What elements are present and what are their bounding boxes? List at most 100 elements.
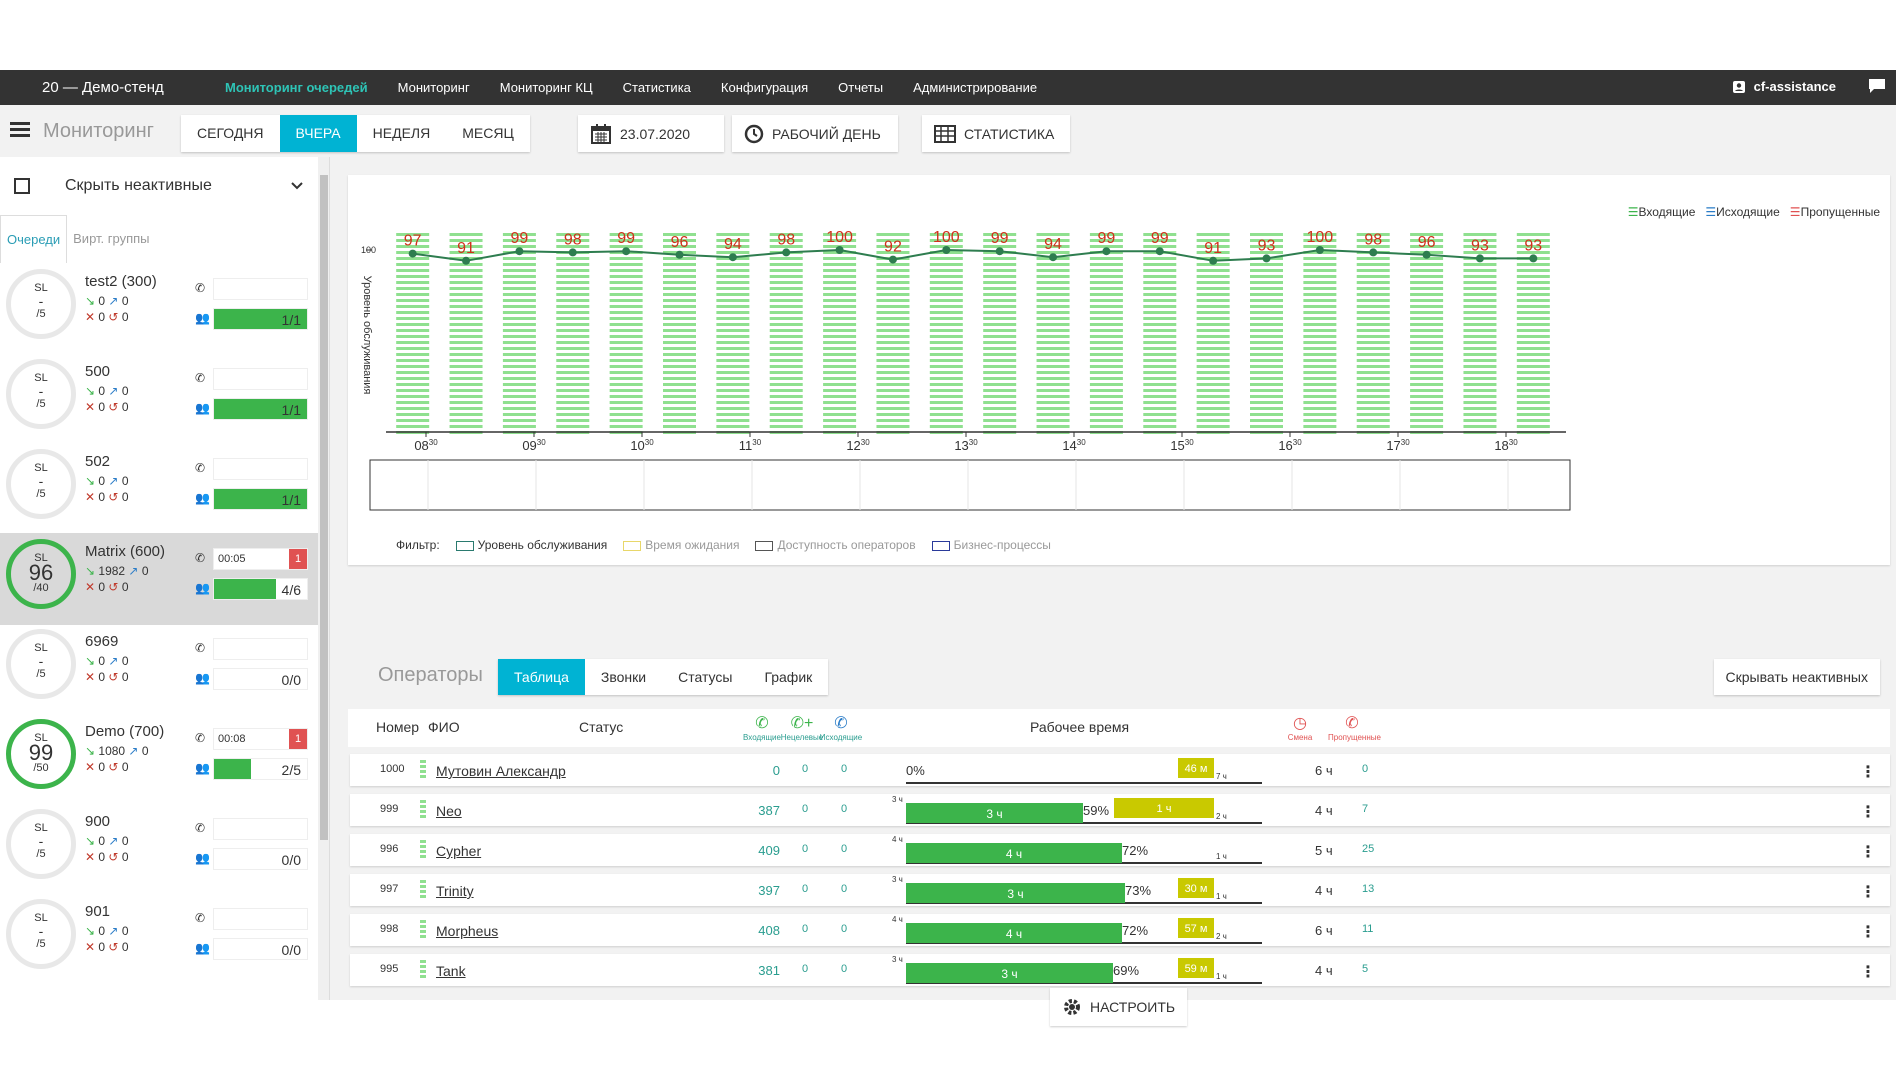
hide-inactive-checkbox[interactable] xyxy=(14,178,30,194)
table-row[interactable]: 999 Neo 387 0 0 3 ч 3 ч 59% 1 ч 2 ч 4 ч 7 ⋮ xyxy=(350,794,1890,826)
row-menu-icon[interactable]: ⋮ xyxy=(1860,844,1876,861)
operators-tab-1[interactable]: Звонки xyxy=(600,669,647,685)
period-tab-1[interactable]: ВЧЕРА xyxy=(279,115,357,152)
service-level-point[interactable] xyxy=(1315,246,1324,254)
chevron-down-icon[interactable] xyxy=(290,181,304,191)
sidebar-scrollbar[interactable] xyxy=(318,157,329,1000)
chart-bar[interactable] xyxy=(449,233,483,434)
operator-name[interactable]: Morpheus xyxy=(436,923,499,939)
service-level-point[interactable] xyxy=(1049,253,1058,262)
date-picker-button[interactable]: 23.07.2020 xyxy=(578,115,724,152)
col-worktime[interactable]: Рабочее время xyxy=(1030,719,1130,735)
chart-bar[interactable] xyxy=(1143,233,1177,434)
hide-inactive-operators-button[interactable]: Скрывать неактивных xyxy=(1713,659,1880,695)
period-tab-0[interactable]: СЕГОДНЯ xyxy=(197,125,264,141)
service-level-point[interactable] xyxy=(888,255,897,264)
menu-icon[interactable] xyxy=(10,122,30,138)
chart-bar[interactable] xyxy=(609,233,643,434)
row-menu-icon[interactable]: ⋮ xyxy=(1860,964,1876,981)
table-row[interactable]: 998 Morpheus 408 0 0 4 ч 4 ч 72% 57 м 2 ч 6 ч 11 ⋮ xyxy=(350,914,1890,946)
range-navigator[interactable] xyxy=(369,459,1571,511)
chart-bar[interactable] xyxy=(1516,233,1550,434)
row-menu-icon[interactable]: ⋮ xyxy=(1860,804,1876,821)
service-level-point[interactable] xyxy=(1155,247,1164,256)
chart-bar[interactable] xyxy=(823,233,857,434)
brand[interactable]: 20 — Демо-стенд xyxy=(42,79,164,96)
service-level-point[interactable] xyxy=(1209,256,1218,265)
operator-name[interactable]: Trinity xyxy=(436,883,474,899)
table-row[interactable]: 996 Cypher 409 0 0 4 ч 4 ч 72% 1 ч 5 ч 25 ⋮ xyxy=(350,834,1890,866)
nav-item-5[interactable]: Отчеты xyxy=(838,80,884,95)
nav-item-2[interactable]: Мониторинг КЦ xyxy=(499,80,593,95)
service-level-point[interactable] xyxy=(408,249,417,258)
chat-icon[interactable] xyxy=(1868,78,1886,94)
tab-queues[interactable]: Очереди xyxy=(0,215,68,263)
hide-inactive-toggle[interactable]: Скрыть неактивные xyxy=(14,177,304,195)
queue-item[interactable]: SL 96/40 Matrix (600) ↘ 1982 ↗ 0 ✕ 0 ↺ 0 ✆ 👥 00… xyxy=(0,533,318,625)
col-shift[interactable]: ◷ Смена xyxy=(1283,713,1317,742)
statistics-button[interactable]: СТАТИСТИКА xyxy=(922,115,1070,152)
service-level-point[interactable] xyxy=(675,250,684,259)
col-incoming[interactable]: ✆ Входящие xyxy=(738,713,786,742)
service-level-point[interactable] xyxy=(1262,254,1271,263)
nav-item-3[interactable]: Статистика xyxy=(622,80,691,95)
chart-bar[interactable] xyxy=(1356,233,1390,434)
table-row[interactable]: 1000 Мутовин Александр 0 0 0 0% 46 м 7 ч 6 ч 0 ⋮ xyxy=(350,754,1890,786)
service-level-point[interactable] xyxy=(515,247,524,256)
service-level-point[interactable] xyxy=(622,247,631,256)
service-level-point[interactable] xyxy=(835,246,844,254)
nav-item-4[interactable]: Конфигурация xyxy=(720,80,809,95)
chart-bar[interactable] xyxy=(1463,233,1497,434)
operators-tab-2[interactable]: Статусы xyxy=(678,669,733,685)
chart-bar[interactable] xyxy=(1410,233,1444,434)
col-name[interactable]: ФИО xyxy=(428,719,460,735)
col-outgoing[interactable]: ✆ Исходящие xyxy=(817,713,865,742)
operators-tab-0[interactable]: Таблица xyxy=(498,659,585,695)
chart-bar[interactable] xyxy=(769,233,803,434)
row-menu-icon[interactable]: ⋮ xyxy=(1860,924,1876,941)
filter-item[interactable]: Бизнес-процессы xyxy=(931,538,1051,552)
operator-name[interactable]: Мутовин Александр xyxy=(436,763,566,779)
chart-bar[interactable] xyxy=(502,233,536,434)
service-level-point[interactable] xyxy=(568,248,577,257)
nav-item-6[interactable]: Администрирование xyxy=(913,80,1038,95)
queue-item[interactable]: SL -/5 test2 (300) ↘ 0 ↗ 0 ✕ 0 ↺ 0 ✆ 👥 1/1 xyxy=(0,263,318,355)
col-non-target[interactable]: ✆+ Нецелевые xyxy=(778,713,826,742)
nav-item-1[interactable]: Мониторинг xyxy=(397,80,470,95)
row-menu-icon[interactable]: ⋮ xyxy=(1860,884,1876,901)
row-menu-icon[interactable]: ⋮ xyxy=(1860,764,1876,781)
service-level-point[interactable] xyxy=(462,256,471,265)
legend-missed[interactable]: ☰Пропущенные xyxy=(1789,205,1880,219)
service-level-point[interactable] xyxy=(995,247,1004,256)
service-level-point[interactable] xyxy=(728,253,737,262)
table-row[interactable]: 997 Trinity 397 0 0 3 ч 3 ч 73% 30 м 1 ч 4 ч 13 ⋮ xyxy=(350,874,1890,906)
service-level-point[interactable] xyxy=(782,248,791,257)
service-level-point[interactable] xyxy=(942,246,951,254)
legend-incoming[interactable]: ☰Входящие xyxy=(1627,205,1696,219)
queue-item[interactable]: SL -/5 901 ↘ 0 ↗ 0 ✕ 0 ↺ 0 ✆ 👥 0/0 xyxy=(0,893,318,985)
legend-outgoing[interactable]: ☰Исходящие xyxy=(1705,205,1780,219)
chart-bar[interactable] xyxy=(716,233,750,434)
chart-bar[interactable] xyxy=(1250,233,1283,434)
chart-bar[interactable] xyxy=(1036,233,1070,434)
chart-bar[interactable] xyxy=(983,233,1017,434)
queue-item[interactable]: SL -/5 6969 ↘ 0 ↗ 0 ✕ 0 ↺ 0 ✆ 👥 0/0 xyxy=(0,623,318,715)
chart-bar[interactable] xyxy=(1303,233,1337,434)
chart-bar[interactable] xyxy=(929,233,963,434)
chart-bar[interactable] xyxy=(396,233,430,434)
service-level-point[interactable] xyxy=(1422,250,1431,259)
period-tab-2[interactable]: НЕДЕЛЯ xyxy=(372,125,431,141)
queue-item[interactable]: SL 99/50 Demo (700) ↘ 1080 ↗ 0 ✕ 0 ↺ 0 ✆ 👥 00:0… xyxy=(0,713,318,805)
operator-name[interactable]: Tank xyxy=(436,963,466,979)
queue-item[interactable]: SL -/5 502 ↘ 0 ↗ 0 ✕ 0 ↺ 0 ✆ 👥 1/1 xyxy=(0,443,318,535)
col-missed[interactable]: ✆ Пропущенные xyxy=(1328,715,1381,742)
period-tab-3[interactable]: МЕСЯЦ xyxy=(462,125,514,141)
service-level-point[interactable] xyxy=(1475,254,1484,263)
col-number[interactable]: Номер xyxy=(376,719,420,735)
tab-virtual-groups[interactable]: Вирт. группы xyxy=(73,231,150,246)
chart-bar[interactable] xyxy=(663,233,696,434)
queue-item[interactable]: SL -/5 900 ↘ 0 ↗ 0 ✕ 0 ↺ 0 ✆ 👥 0/0 xyxy=(0,803,318,895)
nav-item-0[interactable]: Мониторинг очередей xyxy=(225,80,368,95)
service-level-point[interactable] xyxy=(1529,254,1538,263)
service-level-point[interactable] xyxy=(1102,247,1111,256)
